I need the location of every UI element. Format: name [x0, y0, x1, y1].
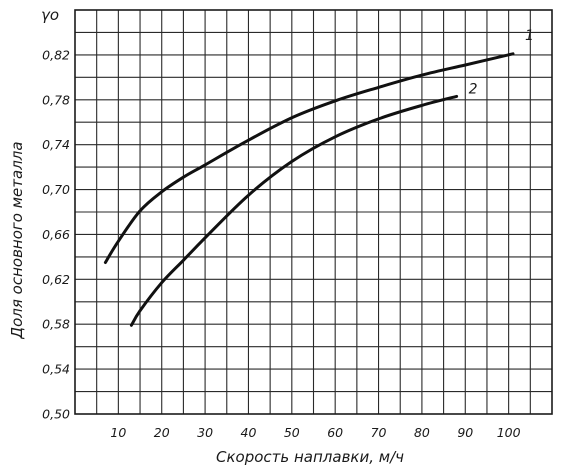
series-2-line	[129, 94, 459, 327]
x-tick-label: 90	[457, 425, 473, 440]
y-tick-label: 0,82	[42, 47, 70, 62]
series-labels: 12	[469, 28, 534, 98]
y-tick-label: 0,70	[42, 182, 70, 197]
x-tick-label: 20	[154, 425, 170, 440]
x-tick-label: 100	[497, 425, 521, 440]
y-tick-label: 0,74	[42, 137, 70, 152]
x-tick-label: 10	[110, 425, 126, 440]
plot-frame-rect	[74, 9, 553, 415]
plot-frame	[74, 9, 553, 415]
x-tick-label: 70	[371, 425, 387, 440]
y-axis-ticks: 0,50 0,54 0,58 0,62 0,66 0,70 0,74 0,78 0,82	[42, 47, 70, 421]
x-tick-label: 40	[241, 425, 257, 440]
x-tick-label: 60	[327, 425, 343, 440]
y-tick-label: 0,66	[42, 227, 70, 242]
y-tick-label: 0,62	[42, 272, 70, 287]
y-tick-label: 0,58	[42, 317, 70, 332]
y-symbol: γо	[41, 6, 59, 24]
x-axis-label: Скорость наплавки, м/ч	[216, 448, 404, 466]
series-1-line	[103, 52, 515, 264]
series-1-label: 1	[525, 28, 534, 44]
y-tick-label: 0,54	[42, 362, 70, 377]
grid	[75, 10, 552, 414]
y-tick-label: 0,78	[42, 92, 70, 107]
x-tick-label: 30	[197, 425, 213, 440]
x-axis-ticks: 10 20 30 40 50 60 70 80 90 100	[110, 425, 520, 440]
y-axis-label: Доля основного металла	[8, 141, 26, 339]
series-2-label: 2	[469, 81, 478, 97]
series-group	[103, 52, 515, 327]
y-tick-label: 0,50	[42, 407, 70, 422]
x-tick-label: 80	[414, 425, 430, 440]
x-tick-label: 50	[284, 425, 300, 440]
